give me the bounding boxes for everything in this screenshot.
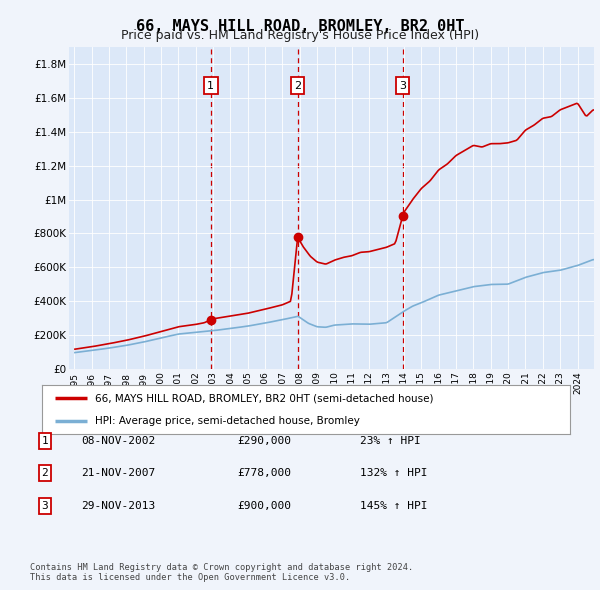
Text: 21-NOV-2007: 21-NOV-2007 xyxy=(81,468,155,478)
Text: 3: 3 xyxy=(399,81,406,91)
Text: 2: 2 xyxy=(41,468,49,478)
Text: 2: 2 xyxy=(294,81,301,91)
Text: 66, MAYS HILL ROAD, BROMLEY, BR2 0HT: 66, MAYS HILL ROAD, BROMLEY, BR2 0HT xyxy=(136,19,464,34)
Text: 132% ↑ HPI: 132% ↑ HPI xyxy=(360,468,427,478)
Text: 23% ↑ HPI: 23% ↑ HPI xyxy=(360,436,421,445)
Text: Price paid vs. HM Land Registry's House Price Index (HPI): Price paid vs. HM Land Registry's House … xyxy=(121,30,479,42)
Text: Contains HM Land Registry data © Crown copyright and database right 2024.
This d: Contains HM Land Registry data © Crown c… xyxy=(30,563,413,582)
Text: HPI: Average price, semi-detached house, Bromley: HPI: Average price, semi-detached house,… xyxy=(95,415,359,425)
Text: 08-NOV-2002: 08-NOV-2002 xyxy=(81,436,155,445)
Text: 66, MAYS HILL ROAD, BROMLEY, BR2 0HT (semi-detached house): 66, MAYS HILL ROAD, BROMLEY, BR2 0HT (se… xyxy=(95,394,433,404)
Text: 145% ↑ HPI: 145% ↑ HPI xyxy=(360,501,427,510)
Text: £778,000: £778,000 xyxy=(237,468,291,478)
Text: £290,000: £290,000 xyxy=(237,436,291,445)
Text: 1: 1 xyxy=(41,436,49,445)
Text: £900,000: £900,000 xyxy=(237,501,291,510)
Text: 29-NOV-2013: 29-NOV-2013 xyxy=(81,501,155,510)
Text: 1: 1 xyxy=(207,81,214,91)
Text: 3: 3 xyxy=(41,501,49,510)
